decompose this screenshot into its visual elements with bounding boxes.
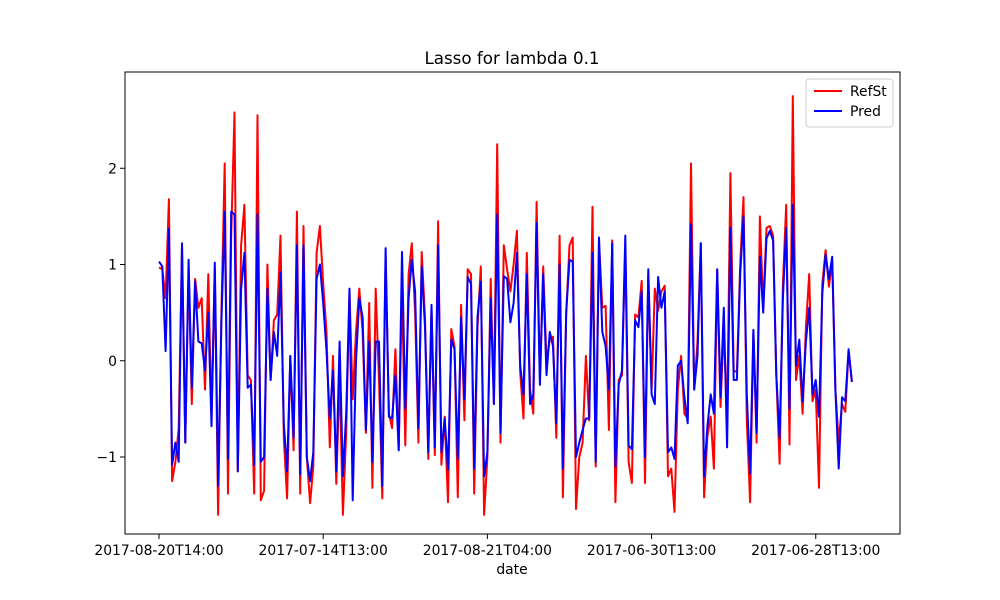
chart-title: Lasso for lambda 0.1 <box>424 48 599 68</box>
x-axis-label: date <box>496 562 527 578</box>
legend: RefSt Pred <box>805 78 894 128</box>
x-tick-label: 2017-06-28T13:00 <box>751 543 880 559</box>
x-tick-label: 2017-06-30T13:00 <box>587 543 716 559</box>
y-tick-label: 0 <box>108 354 117 370</box>
y-tick-label: 1 <box>108 258 117 274</box>
series-line-pred <box>158 203 853 502</box>
y-tick-label: 2 <box>108 161 117 177</box>
x-tick-label: 2017-08-20T14:00 <box>94 543 223 559</box>
x-tick-label: 2017-07-14T13:00 <box>259 543 388 559</box>
y-axis: −1 0 1 2 <box>97 161 125 466</box>
x-axis: 2017-08-20T14:00 2017-07-14T13:00 2017-08-… <box>94 534 880 559</box>
plot-area-frame <box>124 71 901 535</box>
x-tick-label: 2017-08-21T04:00 <box>423 543 552 559</box>
legend-label-refst: RefSt <box>850 84 887 100</box>
series-layer <box>158 95 853 516</box>
legend-label-pred: Pred <box>850 104 881 120</box>
y-tick-label: −1 <box>97 450 117 466</box>
